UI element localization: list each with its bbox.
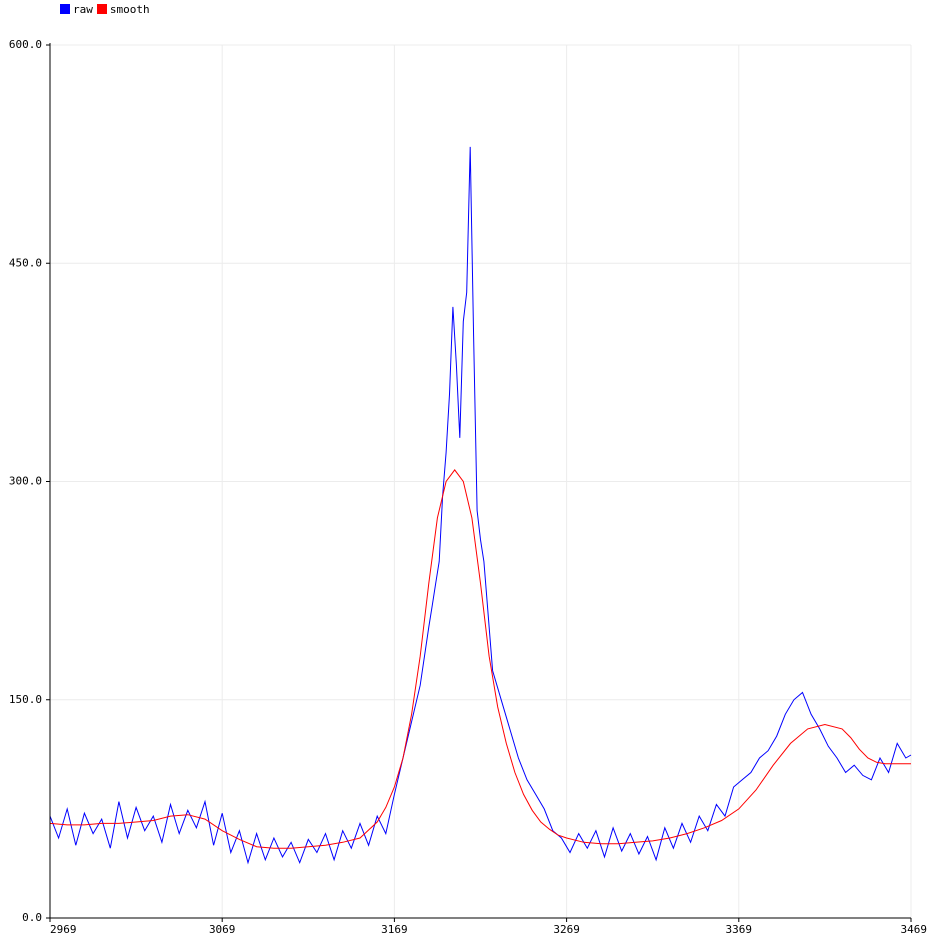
x-tick-label: 3169 xyxy=(381,923,408,936)
legend-swatch-raw xyxy=(60,4,70,14)
chart-grid xyxy=(50,44,912,918)
y-tick-label: 600.0 xyxy=(9,38,42,51)
x-tick-label: 2969 xyxy=(50,923,77,936)
y-tick-label: 300.0 xyxy=(9,475,42,488)
x-tick-label: 3269 xyxy=(553,923,580,936)
series-line-raw xyxy=(49,146,912,865)
legend-label-raw: raw xyxy=(73,2,93,16)
x-tick-label: 3469 xyxy=(901,923,927,936)
legend-item-raw: raw xyxy=(58,3,93,16)
x-tick-label: 3369 xyxy=(726,923,753,936)
x-tick-label: 3069 xyxy=(209,923,236,936)
y-tick-label: 150.0 xyxy=(9,693,42,706)
y-tick-label: 0.0 xyxy=(22,911,42,924)
chart-legend: raw smooth xyxy=(58,2,152,16)
y-tick-label: 450.0 xyxy=(9,256,42,269)
legend-swatch-smooth xyxy=(96,4,107,14)
chart-series xyxy=(49,146,912,865)
legend-item-smooth: smooth xyxy=(95,3,150,16)
series-line-smooth xyxy=(49,469,911,849)
chart-axes xyxy=(49,43,911,919)
chart-ticks: 2969 3069 3169 3269 3369 3469 0.0 150.0 300.0 450… xyxy=(9,38,927,936)
legend-label-smooth: smooth xyxy=(109,2,150,16)
